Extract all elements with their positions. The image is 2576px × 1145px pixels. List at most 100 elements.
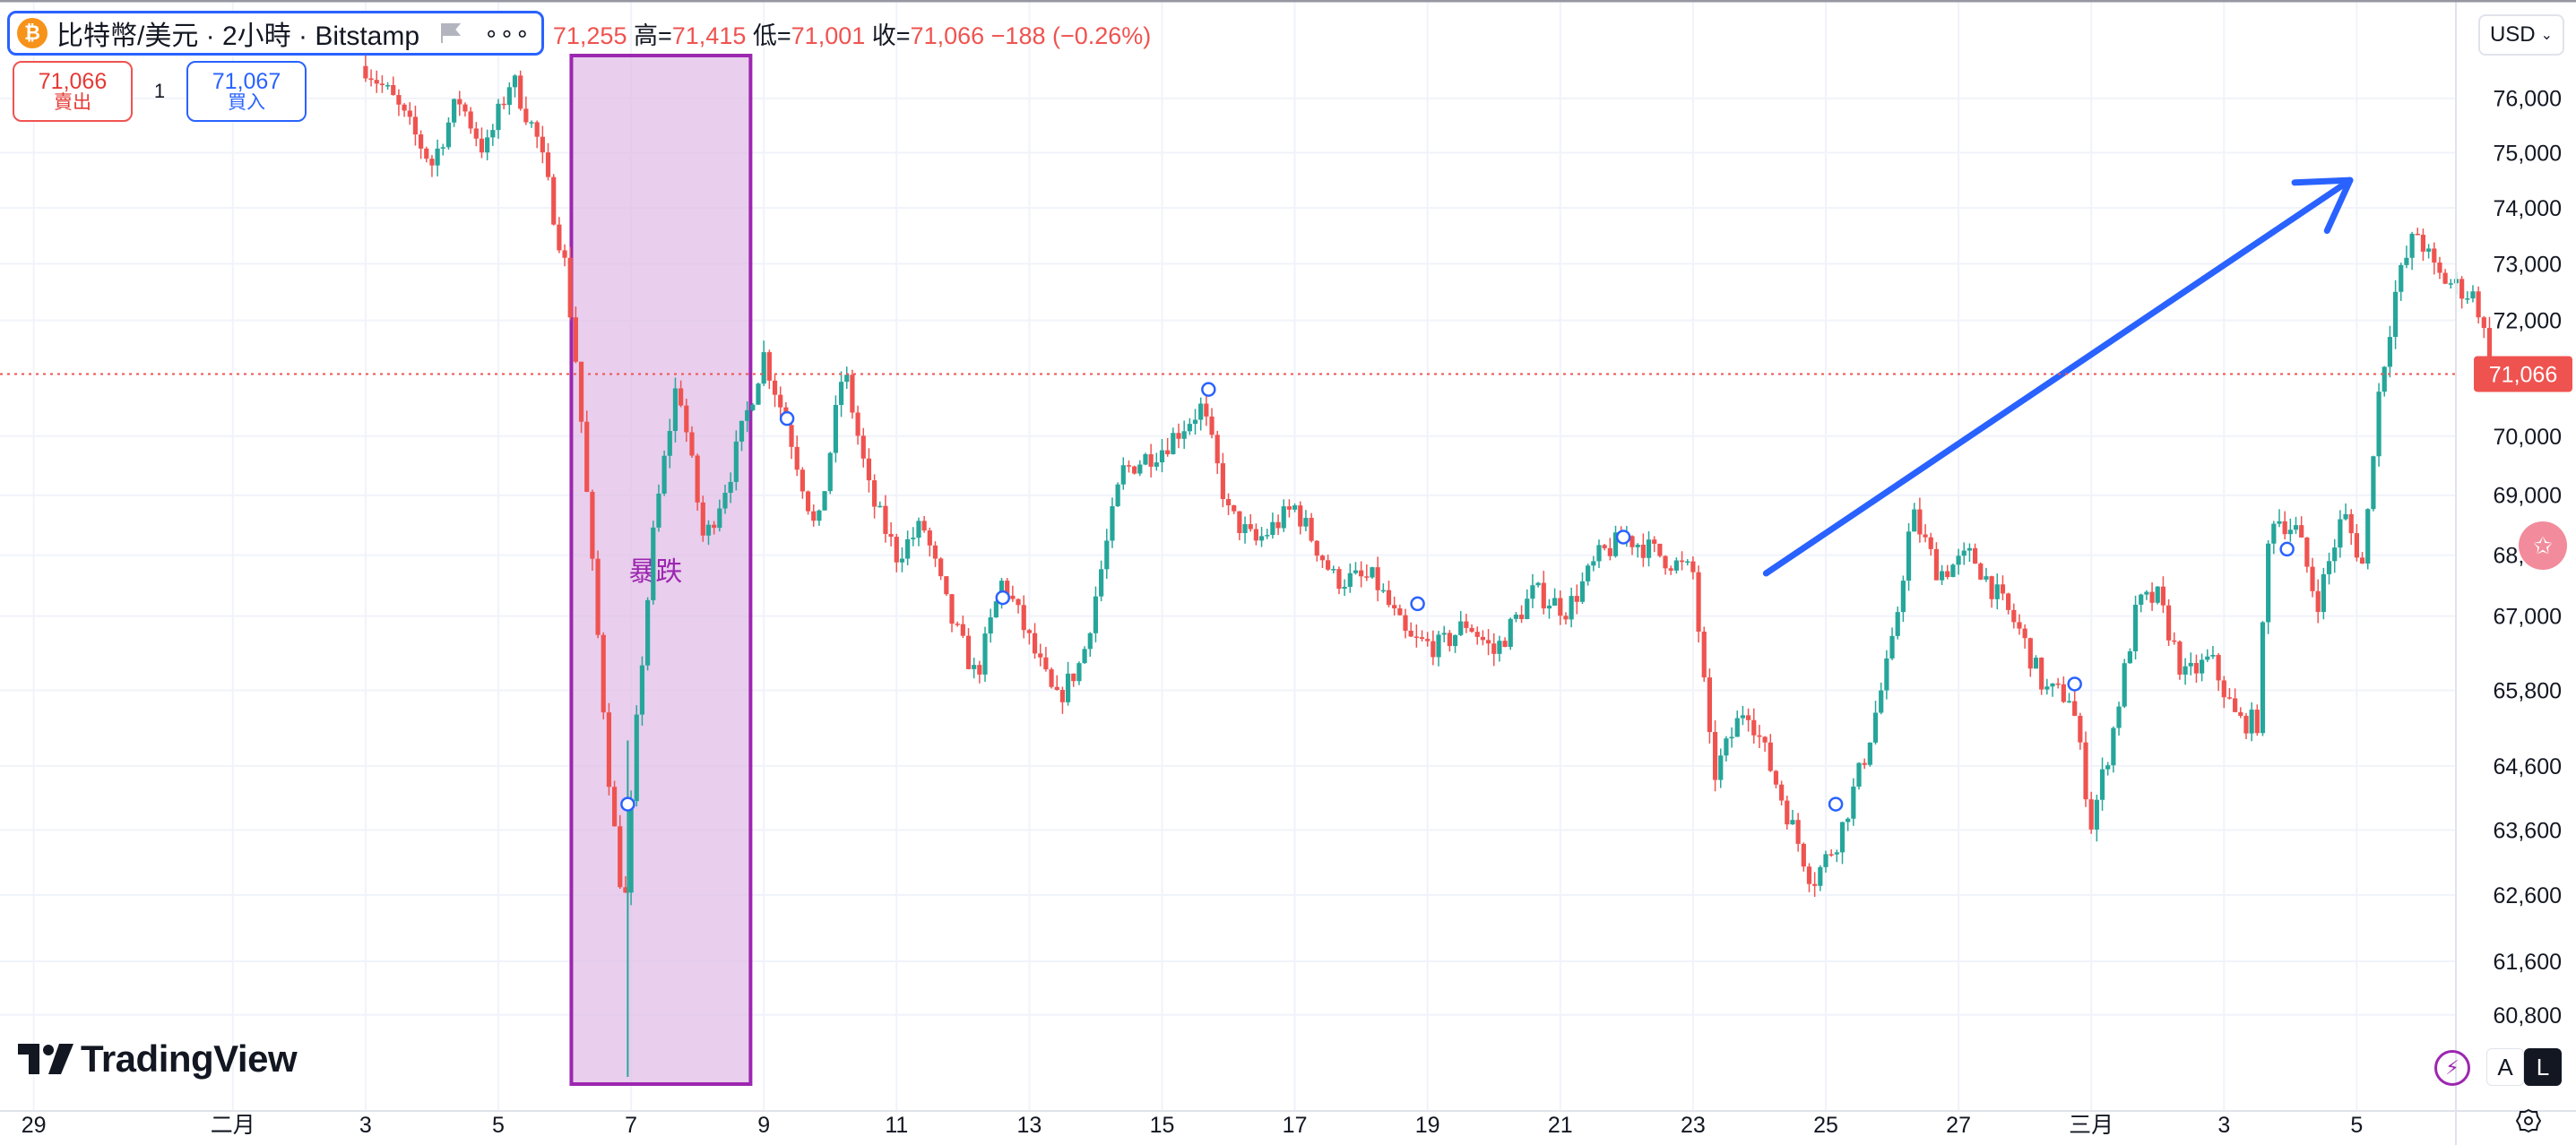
candle-up bbox=[639, 656, 645, 726]
candle-down bbox=[2078, 712, 2083, 750]
candle-down bbox=[1933, 542, 1940, 581]
candle-up bbox=[1115, 482, 1120, 507]
candle-down bbox=[977, 660, 982, 684]
candle-down bbox=[424, 146, 429, 163]
candle-down bbox=[2226, 688, 2233, 700]
candle-up bbox=[728, 472, 733, 504]
candle-down bbox=[1801, 842, 1806, 872]
candle-down bbox=[1408, 622, 1413, 638]
candle-up bbox=[705, 520, 712, 546]
flag-icon[interactable] bbox=[439, 22, 462, 45]
lightning-icon[interactable]: ⚡ bbox=[2434, 1050, 2470, 1086]
candle-up bbox=[1839, 822, 1846, 865]
candle-down bbox=[1469, 624, 1474, 633]
candle-down bbox=[1502, 637, 1508, 648]
candle-down bbox=[1812, 872, 1818, 897]
candle-up bbox=[2200, 653, 2205, 682]
candle-up bbox=[1823, 850, 1828, 873]
x-tick-label: 7 bbox=[625, 1113, 637, 1138]
candle-down bbox=[712, 521, 717, 535]
x-tick-label: 21 bbox=[1548, 1113, 1573, 1138]
candle-up bbox=[2343, 504, 2348, 521]
candle-down bbox=[2000, 575, 2006, 601]
candle-down bbox=[1563, 612, 1569, 625]
candle-down bbox=[1485, 629, 1491, 656]
candle-down bbox=[1021, 595, 1026, 639]
candle-down bbox=[1132, 465, 1137, 475]
candle-up bbox=[1292, 503, 1298, 512]
candle-up bbox=[2277, 509, 2282, 528]
x-tick-label: 25 bbox=[1813, 1113, 1838, 1138]
event-marker bbox=[2067, 676, 2082, 692]
close-value: 71,066 bbox=[910, 22, 985, 49]
tradingview-logo[interactable]: TradingView bbox=[18, 1037, 298, 1080]
candle-down bbox=[1419, 630, 1425, 642]
candle-down bbox=[418, 130, 424, 159]
candle-down bbox=[1773, 770, 1779, 788]
candle-down bbox=[2282, 511, 2287, 540]
candle-down bbox=[1204, 393, 1209, 426]
candle-down bbox=[2160, 576, 2166, 614]
candle-down bbox=[1978, 562, 1984, 581]
candle-down bbox=[772, 374, 778, 408]
candle-down bbox=[1286, 499, 1292, 518]
candle-down bbox=[462, 102, 468, 117]
candle-up bbox=[1846, 817, 1851, 831]
candle-up bbox=[1441, 625, 1447, 642]
x-tick-label: 二月 bbox=[211, 1113, 255, 1138]
candle-up bbox=[1790, 809, 1795, 825]
candle-up bbox=[1591, 555, 1596, 572]
candle-down bbox=[1464, 614, 1469, 633]
auto-scale-button[interactable]: A bbox=[2486, 1048, 2524, 1086]
candle-up bbox=[2266, 539, 2271, 634]
candle-down bbox=[618, 814, 623, 890]
close-label: 收= bbox=[871, 22, 911, 49]
buy-button[interactable]: 71,067 買入 bbox=[186, 61, 307, 122]
candle-up bbox=[1353, 562, 1359, 575]
candle-up bbox=[2404, 245, 2409, 269]
candle-down bbox=[1038, 643, 1043, 667]
candle-up bbox=[1192, 409, 1198, 435]
candle-up bbox=[2105, 762, 2111, 776]
log-scale-button[interactable]: L bbox=[2524, 1048, 2562, 1086]
candle-up bbox=[1586, 564, 1591, 586]
candle-up bbox=[1380, 583, 1386, 594]
candle-up bbox=[833, 395, 839, 463]
candle-down bbox=[2165, 598, 2172, 646]
candle-down bbox=[2061, 676, 2066, 703]
candle-up bbox=[1994, 573, 2000, 610]
candle-up bbox=[2321, 567, 2326, 620]
candle-down bbox=[855, 405, 860, 445]
y-tick-label: 74,000 bbox=[2494, 196, 2562, 221]
candle-down bbox=[611, 780, 618, 827]
candle-up bbox=[1513, 612, 1519, 623]
candle-down bbox=[1010, 585, 1016, 602]
settings-gear-icon[interactable] bbox=[2515, 1107, 2542, 1134]
x-tick-label: 13 bbox=[1016, 1113, 1042, 1138]
symbol-selector[interactable]: ₿ 比特幣/美元 · 2小時 · Bitstamp ∘∘∘ bbox=[7, 11, 544, 56]
candle-down bbox=[883, 495, 888, 543]
x-tick-label: 27 bbox=[1946, 1113, 1971, 1138]
candle-up bbox=[1154, 452, 1159, 471]
sell-button[interactable]: 71,066 賣出 bbox=[13, 61, 133, 122]
more-icon[interactable]: ∘∘∘ bbox=[484, 19, 531, 47]
candle-down bbox=[1745, 708, 1751, 732]
candle-down bbox=[888, 521, 894, 547]
candle-up bbox=[634, 705, 639, 807]
candle-up bbox=[2382, 366, 2387, 397]
candle-up bbox=[485, 129, 490, 160]
ohlc-values: 71,255 高=71,415 低=71,001 收=71,066 −188 (… bbox=[553, 16, 1151, 51]
currency-selector[interactable]: USD ⌄ bbox=[2478, 14, 2564, 56]
trend-arrow[interactable] bbox=[1762, 176, 2354, 577]
candle-down bbox=[800, 467, 805, 499]
favorite-star-icon[interactable]: ✩ bbox=[2519, 521, 2567, 570]
drop-annotation[interactable]: 暴跌 bbox=[569, 54, 753, 1086]
candle-down bbox=[1574, 584, 1579, 615]
quantity-field[interactable]: 1 bbox=[153, 80, 166, 102]
event-markers[interactable] bbox=[620, 382, 2295, 812]
candle-up bbox=[452, 98, 457, 127]
candle-down bbox=[2238, 707, 2243, 719]
